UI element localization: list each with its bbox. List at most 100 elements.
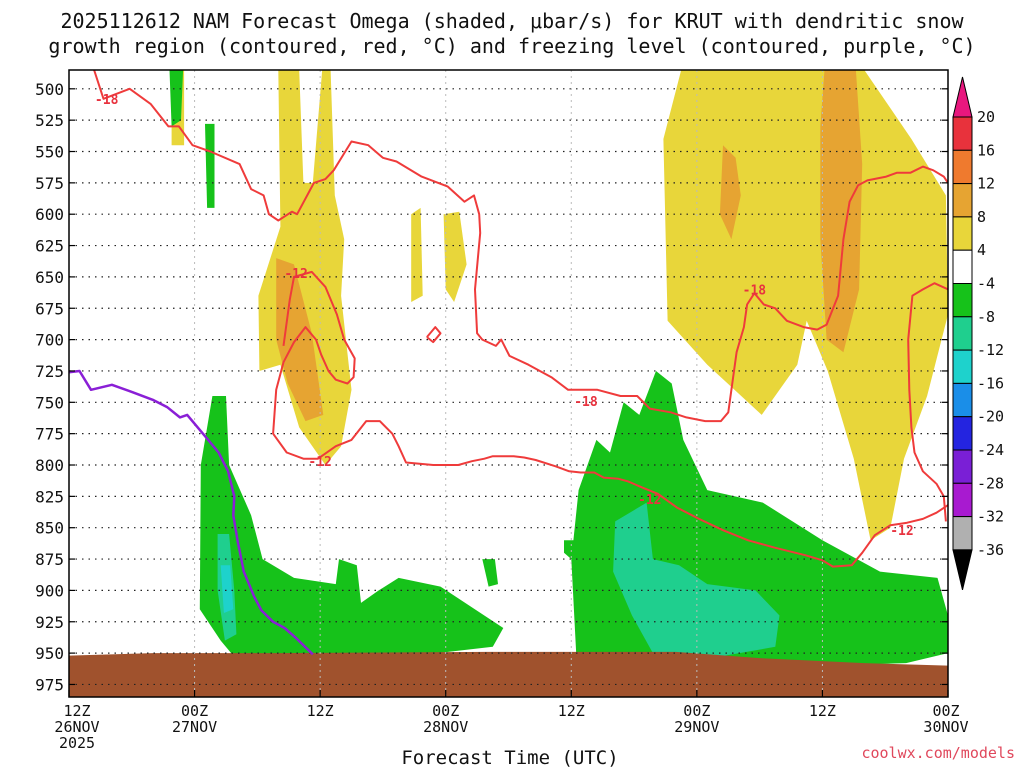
y-tick-label: 650 (35, 268, 64, 287)
y-tick-label: 875 (35, 550, 64, 569)
omega-region (205, 123, 215, 208)
colorbar-tick-label: 20 (977, 108, 995, 126)
colorbar-tick-label: 12 (977, 175, 995, 193)
y-tick-label: 550 (35, 143, 64, 162)
omega-region (220, 565, 234, 613)
colorbar-tick-label: -20 (977, 408, 1004, 426)
colorbar-tick-label: -28 (977, 474, 1004, 492)
contour-label: -12 (308, 455, 331, 470)
colorbar: 20 16 12 8 4 -4 -8 -12 -16 -20 -24 -28 -32 -36 (952, 76, 1004, 591)
x-tick-label: 26NOV (54, 718, 99, 736)
x-tick-label: 29NOV (674, 718, 719, 736)
temperature-contours: -18 -12 -18 -18 -12 -12 -12 (69, 70, 948, 656)
colorbar-tick-label: -8 (977, 308, 995, 326)
omega-region (719, 145, 741, 240)
omega-region (276, 258, 324, 422)
x-tick-label: 27NOV (172, 718, 217, 736)
chart-title-line-1: 2025112612 NAM Forecast Omega (shaded, μ… (60, 9, 964, 33)
colorbar-swatch (952, 149, 973, 185)
colorbar-tick-label: -12 (977, 341, 1004, 359)
omega-region (443, 211, 467, 302)
colorbar-swatch (952, 449, 973, 484)
dgz-contour (426, 326, 442, 344)
x-tick-label: 12Z (307, 702, 334, 720)
y-axis: 500 525 550 575 600 625 650 675 700 725 750 775 800 8… (35, 80, 948, 694)
x-tick-label: 00Z (181, 702, 208, 720)
y-tick-label: 950 (35, 644, 64, 663)
omega-level-4 (220, 565, 234, 613)
contour-label: -12 (638, 493, 661, 508)
y-tick-label: 925 (35, 613, 64, 632)
colorbar-tick-label: -32 (977, 508, 1004, 526)
colorbar-swatch (952, 216, 973, 251)
y-tick-label: 900 (35, 581, 64, 600)
dgz-contour (272, 270, 948, 568)
colorbar-top-arrow (952, 76, 973, 118)
contour-label: -12 (890, 524, 913, 539)
chart-title-line-2: growth region (contoured, red, °C) and f… (48, 34, 975, 58)
y-tick-label: 725 (35, 362, 64, 381)
y-tick-label: 700 (35, 331, 64, 350)
omega-region (169, 70, 184, 127)
omega-level-1 (276, 70, 863, 422)
x-tick-label: 00Z (432, 702, 459, 720)
colorbar-swatch (952, 316, 973, 351)
y-tick-label: 525 (35, 111, 64, 130)
ground-fill (69, 651, 948, 697)
x-tick-label: 2025 (59, 734, 95, 752)
contour-label: -18 (743, 283, 767, 298)
y-tick-label: 750 (35, 393, 64, 412)
colorbar-swatch (952, 349, 973, 384)
y-tick-label: 500 (35, 80, 64, 99)
colorbar-swatch (952, 116, 973, 151)
y-tick-label: 975 (35, 675, 64, 694)
x-tick-label: 00Z (932, 702, 959, 720)
colorbar-tick-label: -24 (977, 441, 1004, 459)
y-tick-label: 675 (35, 299, 64, 318)
x-tick-label: 00Z (683, 702, 710, 720)
colorbar-swatch (952, 482, 973, 518)
grid-lines (69, 70, 948, 697)
y-tick-label: 800 (35, 456, 64, 475)
credit-text: coolwx.com/models (861, 744, 1015, 762)
colorbar-tick-label: -16 (977, 374, 1004, 392)
plot-frame (68, 69, 949, 698)
colorbar-tick-label: -4 (977, 275, 995, 293)
y-tick-label: 600 (35, 205, 64, 224)
x-tick-label: 12Z (63, 702, 90, 720)
contour-label: -12 (284, 267, 307, 282)
omega-region (482, 559, 498, 587)
x-tick-label: 12Z (558, 702, 585, 720)
colorbar-tick-label: 4 (977, 241, 986, 259)
y-tick-label: 775 (35, 425, 64, 444)
y-tick-label: 850 (35, 519, 64, 538)
x-tick-label: 30NOV (923, 718, 968, 736)
omega-region (199, 396, 504, 660)
colorbar-swatch (952, 416, 973, 451)
omega-region (613, 502, 780, 657)
colorbar-bottom-arrow (952, 549, 973, 591)
contour-label: -18 (95, 93, 119, 108)
omega-region (411, 207, 423, 302)
colorbar-swatch (952, 249, 973, 284)
colorbar-swatch (952, 516, 973, 551)
colorbar-tick-label: 16 (977, 141, 995, 159)
x-tick-label: 12Z (809, 702, 836, 720)
dgz-contour (907, 282, 948, 522)
y-tick-label: 825 (35, 487, 64, 506)
y-tick-label: 575 (35, 174, 64, 193)
x-tick-label: 28NOV (423, 718, 468, 736)
freezing-level-contour (69, 369, 314, 656)
plot-border (68, 69, 949, 698)
colorbar-tick-label: -36 (977, 541, 1004, 559)
colorbar-swatch (952, 283, 973, 318)
omega-shading (169, 70, 948, 666)
ground-terrain (69, 651, 948, 697)
colorbar-swatch (952, 382, 973, 418)
omega-region (820, 70, 863, 353)
y-tick-label: 625 (35, 237, 64, 256)
colorbar-swatch (952, 183, 973, 218)
contour-label: -18 (574, 395, 598, 410)
x-axis-label: Forecast Time (UTC) (401, 747, 618, 768)
